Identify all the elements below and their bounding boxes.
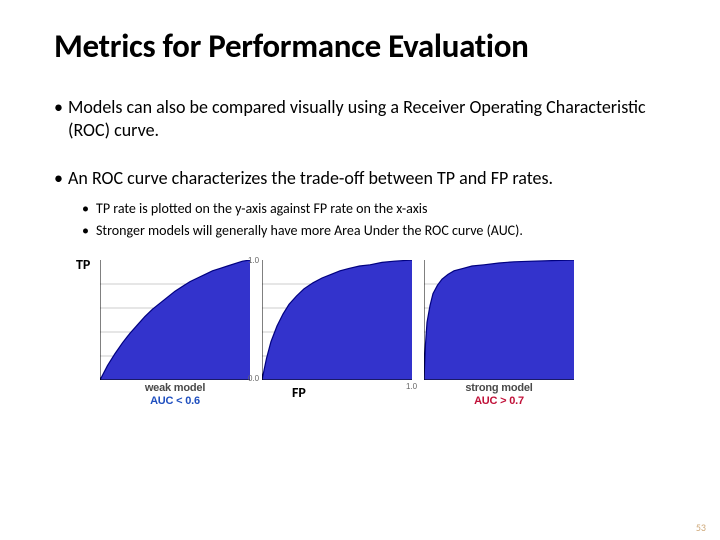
auc-label: AUC < 0.6 [150, 395, 200, 407]
charts-region: TP weak modelAUC < 0.61.00.01.0strong mo… [54, 260, 666, 409]
chart-caption: weak model [145, 382, 205, 394]
bullet-2: An ROC curve characterizes the trade-off… [54, 167, 666, 190]
chart-box [100, 260, 250, 380]
page-number: 53 [696, 521, 706, 534]
chart-box [424, 260, 574, 380]
tp-axis-label: TP [76, 256, 90, 273]
sub-bullet-2: Stronger models will generally have more… [82, 222, 666, 240]
fp-axis-label: FP [292, 384, 306, 401]
charts-row: weak modelAUC < 0.61.00.01.0strong model… [100, 260, 666, 409]
y-axis-max: 1.0 [248, 256, 259, 265]
y-axis-min: 0.0 [248, 374, 259, 383]
slide: Metrics for Performance Evaluation Model… [0, 0, 720, 540]
roc-chart-1: 1.00.01.0 [262, 260, 412, 409]
bullet-1: Models can also be compared visually usi… [54, 96, 666, 141]
auc-label: AUC > 0.7 [474, 395, 524, 407]
sub-bullets: TP rate is plotted on the y-axis against… [82, 200, 666, 240]
x-axis-max: 1.0 [406, 382, 417, 391]
chart-box: 1.00.01.0 [262, 260, 412, 380]
slide-title: Metrics for Performance Evaluation [54, 26, 666, 66]
chart-caption: strong model [465, 382, 532, 394]
roc-chart-0: weak modelAUC < 0.6 [100, 260, 250, 409]
roc-chart-2: strong modelAUC > 0.7 [424, 260, 574, 409]
sub-bullet-1: TP rate is plotted on the y-axis against… [82, 200, 666, 218]
